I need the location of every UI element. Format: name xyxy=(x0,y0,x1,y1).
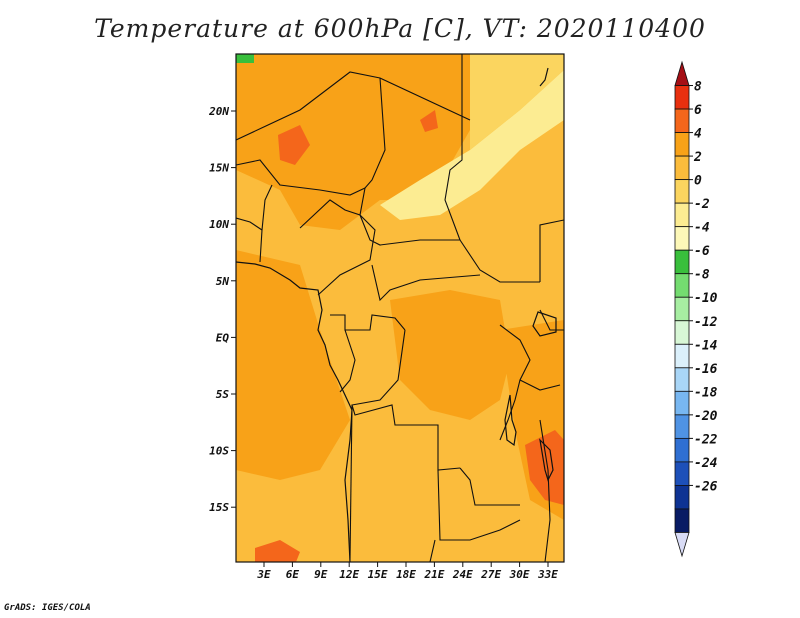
colorbar-label: -20 xyxy=(694,409,718,424)
colorbar-label: 2 xyxy=(693,150,702,165)
lon-label: 6E xyxy=(286,568,300,581)
lon-label: 15E xyxy=(368,568,388,581)
colorbar-segment xyxy=(674,179,690,204)
colorbar-segment xyxy=(674,85,690,110)
colorbar-label: -6 xyxy=(694,244,710,259)
colorbar-label: -12 xyxy=(694,315,718,330)
lat-label: 20N xyxy=(208,105,229,118)
colorbar-segment xyxy=(674,508,690,533)
colorbar-segment xyxy=(674,320,690,345)
colorbar-label: 8 xyxy=(694,80,702,95)
colorbar-segment xyxy=(674,367,690,392)
country-borders xyxy=(236,54,564,562)
lon-label: 33E xyxy=(537,568,558,581)
colorbar-label: -10 xyxy=(694,291,718,306)
colorbar-label: -8 xyxy=(694,268,710,283)
lat-label: 5N xyxy=(216,275,230,288)
colorbar-label: -14 xyxy=(694,338,718,353)
map-frame xyxy=(235,53,565,563)
colorbar-label: -2 xyxy=(694,197,710,212)
lat-label: 15S xyxy=(209,501,229,514)
map-title: Temperature at 600hPa [C], VT: 202011040… xyxy=(94,14,706,43)
colorbar-segment xyxy=(674,202,690,228)
lon-label: 18E xyxy=(396,568,416,581)
lat-label: 5S xyxy=(216,388,230,401)
lon-label: 24E xyxy=(452,568,473,581)
lon-label: 9E xyxy=(314,568,328,581)
colorbar-top-arrow xyxy=(674,60,690,86)
field-orange-west xyxy=(236,250,350,480)
colorbar-bottom-arrow xyxy=(674,532,690,558)
colorbar-segment xyxy=(674,226,690,251)
colorbar-segment xyxy=(674,132,690,157)
colorbar-segment xyxy=(674,390,690,416)
colorbar-segment xyxy=(674,461,690,486)
colorbar-label: -22 xyxy=(694,432,718,447)
colorbar-segment xyxy=(674,343,690,369)
colorbar-segment xyxy=(674,249,690,275)
lon-label: 30E xyxy=(509,568,530,581)
lat-label: 10S xyxy=(209,445,229,458)
colorbar-segment xyxy=(674,273,690,298)
longitude-axis: 3E 6E 9E 12E 15E 18E 21E 24E 27E 30E 33E xyxy=(256,562,558,581)
lat-label: 10N xyxy=(209,218,229,231)
latitude-axis: 20N 15N 10N 5N EQ 5S 10S 15S xyxy=(208,105,236,514)
coastline xyxy=(236,67,557,562)
grads-credit: GrADS: IGES/COLA xyxy=(4,603,91,613)
lat-label: 15N xyxy=(209,162,229,175)
field-orange-central xyxy=(390,290,510,420)
colorbar-label: -26 xyxy=(694,479,718,494)
lon-label: 27E xyxy=(480,568,501,581)
colorbar-label: 4 xyxy=(694,127,702,142)
colorbar-label: -24 xyxy=(694,456,718,471)
lon-label: 3E xyxy=(256,568,271,581)
colorbar: 8 6 4 2 0 -2 -4 -6 -8 -10 -12 -14 -16 -18 -20 -22 -24 -26 xyxy=(674,60,718,558)
colorbar-label: 6 xyxy=(694,103,702,118)
colorbar-label: 0 xyxy=(694,174,702,189)
lat-label: EQ xyxy=(216,331,230,344)
field-cold-corner xyxy=(236,54,254,63)
lon-label: 12E xyxy=(339,568,359,581)
field-hotspot-north xyxy=(278,125,310,165)
field-hotspot-north2 xyxy=(420,110,438,132)
temperature-field xyxy=(236,54,564,562)
field-yellow-ne xyxy=(470,54,564,150)
colorbar-segment xyxy=(674,437,690,463)
colorbar-label: -4 xyxy=(694,221,710,236)
field-pale-band xyxy=(380,70,564,220)
colorbar-label: -16 xyxy=(694,362,718,377)
field-hotspot-south xyxy=(255,540,300,562)
lon-label: 21E xyxy=(423,568,444,581)
colorbar-segment xyxy=(674,296,690,322)
colorbar-segment xyxy=(674,485,690,510)
colorbar-segment xyxy=(674,155,690,181)
colorbar-segment xyxy=(674,414,690,439)
colorbar-label: -18 xyxy=(694,385,718,400)
colorbar-segment xyxy=(674,108,690,133)
